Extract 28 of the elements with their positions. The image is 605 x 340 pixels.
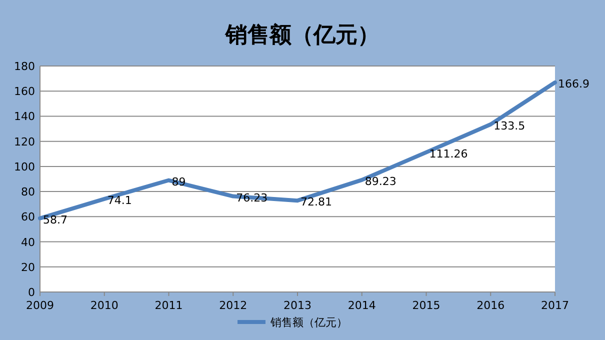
- legend-label: 销售额（亿元）: [270, 316, 348, 329]
- x-tick-label: 2011: [154, 299, 183, 312]
- x-tick-label: 2015: [412, 299, 440, 312]
- y-tick-label: 20: [21, 260, 35, 274]
- y-tick-label: 180: [14, 60, 35, 73]
- x-tick-label: 2012: [219, 299, 248, 312]
- y-tick-label: 100: [14, 160, 35, 174]
- data-label: 133.5: [494, 119, 526, 132]
- x-tick-label: 2010: [90, 299, 118, 312]
- data-label: 111.26: [429, 147, 468, 160]
- chart-title: 销售额（亿元）: [224, 22, 380, 48]
- data-label: 166.9: [558, 77, 590, 90]
- y-tick-label: 160: [14, 85, 35, 98]
- data-label: 74.1: [107, 194, 132, 207]
- data-label: 58.7: [43, 213, 68, 226]
- y-tick-label: 80: [21, 186, 35, 199]
- y-tick-label: 120: [14, 135, 35, 148]
- y-tick-label: 40: [21, 236, 35, 249]
- x-tick-label: 2013: [284, 299, 312, 312]
- data-label: 72.81: [300, 196, 332, 209]
- x-tick-label: 2016: [476, 299, 505, 312]
- x-tick-label: 2014: [348, 299, 376, 312]
- y-tick-label: 140: [14, 110, 35, 124]
- y-tick-label: 0: [28, 286, 35, 299]
- data-label: 89.23: [364, 174, 396, 188]
- x-tick-label: 2017: [541, 299, 569, 312]
- y-tick-label: 60: [21, 210, 35, 224]
- x-tick-label: 2009: [26, 299, 54, 312]
